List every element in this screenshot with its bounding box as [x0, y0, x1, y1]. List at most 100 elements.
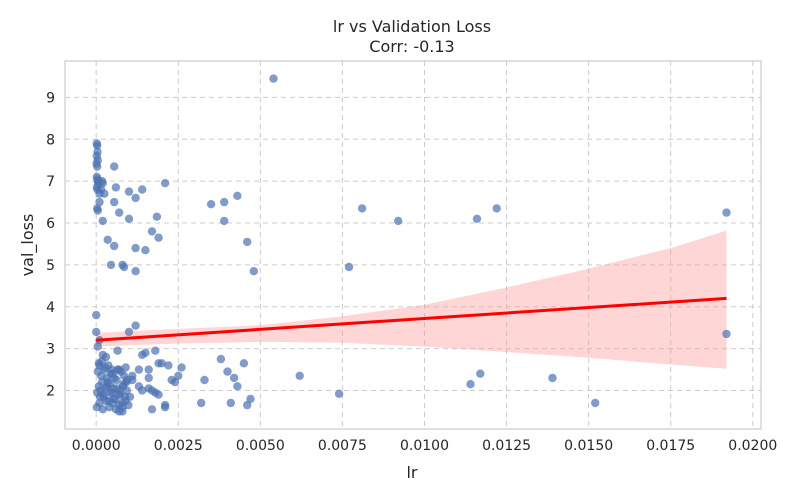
data-point — [131, 267, 140, 276]
data-point — [177, 363, 186, 372]
chart-title: lr vs Validation Loss — [333, 17, 491, 36]
data-point — [243, 400, 252, 410]
data-point — [100, 189, 109, 198]
data-point — [160, 400, 170, 410]
data-point — [246, 394, 255, 404]
data-point — [110, 241, 119, 251]
data-point — [164, 361, 173, 370]
data-point — [97, 357, 107, 366]
data-point — [131, 243, 140, 253]
data-point — [249, 267, 258, 276]
data-point — [93, 342, 103, 351]
data-point — [124, 187, 134, 196]
data-point — [160, 179, 170, 188]
y-tick-label: 9 — [46, 90, 55, 106]
data-point — [131, 321, 140, 330]
data-point — [111, 183, 121, 192]
data-point — [394, 216, 403, 226]
data-point — [113, 346, 122, 355]
data-point — [131, 193, 140, 203]
data-point — [138, 185, 147, 194]
x-tick-label: 0.0150 — [564, 438, 613, 454]
data-point — [93, 204, 102, 213]
data-point — [548, 373, 557, 383]
data-point — [119, 380, 128, 389]
data-point — [97, 177, 107, 186]
data-point — [141, 246, 150, 255]
data-point — [95, 197, 104, 207]
data-point — [220, 216, 229, 226]
data-point — [138, 350, 147, 360]
data-point — [92, 327, 101, 337]
data-point — [223, 367, 232, 376]
x-tick-label: 0.0100 — [400, 438, 449, 454]
data-point — [116, 390, 125, 399]
data-point — [233, 382, 242, 391]
data-point — [334, 389, 344, 398]
data-point — [154, 390, 163, 399]
y-tick-label: 5 — [46, 258, 55, 274]
x-tick-label: 0.0025 — [154, 438, 203, 454]
data-point — [154, 359, 163, 368]
data-point — [492, 204, 501, 213]
data-point — [124, 214, 134, 223]
data-point — [107, 365, 116, 374]
data-point — [151, 346, 160, 355]
x-tick-label: 0.0175 — [646, 438, 695, 454]
data-point — [152, 212, 162, 221]
data-point — [95, 398, 104, 408]
data-point — [154, 233, 163, 242]
data-point — [226, 398, 235, 408]
data-point — [197, 398, 206, 408]
data-point — [239, 359, 249, 368]
y-tick-label: 3 — [46, 342, 55, 358]
data-point — [144, 365, 153, 374]
data-point — [122, 386, 131, 395]
data-point — [134, 365, 144, 374]
data-point — [174, 371, 183, 380]
data-point — [344, 262, 354, 272]
data-point — [106, 388, 115, 397]
data-point — [591, 398, 600, 408]
data-point — [96, 371, 106, 380]
y-tick-label: 8 — [46, 132, 55, 148]
data-point — [118, 403, 127, 412]
data-point — [138, 386, 147, 395]
data-point — [144, 373, 153, 383]
x-tick-label: 0.0200 — [728, 438, 777, 454]
data-point — [357, 204, 367, 213]
chart-subtitle: Corr: -0.13 — [369, 37, 454, 56]
y-axis-label: val_loss — [18, 214, 38, 277]
data-point — [93, 141, 102, 150]
y-tick-label: 4 — [46, 300, 55, 316]
x-axis-label: lr — [406, 463, 417, 482]
data-point — [269, 74, 278, 83]
data-point — [229, 373, 239, 383]
data-point — [124, 327, 134, 337]
data-point — [206, 200, 216, 209]
data-point — [110, 197, 119, 207]
data-point — [106, 260, 116, 270]
data-point — [216, 354, 226, 364]
data-point — [128, 375, 137, 385]
data-point — [99, 392, 108, 401]
data-point — [103, 235, 112, 244]
data-point — [243, 237, 252, 247]
data-point — [110, 373, 119, 383]
data-point — [200, 375, 209, 385]
y-tick-label: 6 — [46, 216, 55, 232]
data-point — [119, 262, 129, 272]
data-point — [220, 197, 229, 207]
data-point — [115, 208, 124, 217]
data-point — [147, 227, 157, 236]
x-tick-label: 0.0000 — [72, 438, 121, 454]
data-point — [93, 162, 102, 171]
data-point — [233, 191, 242, 200]
regression-line — [96, 296, 727, 342]
tick-labels: 0.0000 0.0025 0.0050 0.0075 0.0100 0.0125 0.01… — [46, 90, 777, 454]
data-point — [295, 371, 304, 380]
confidence-band — [96, 230, 727, 369]
plot-frame — [64, 60, 762, 430]
data-point — [98, 405, 108, 414]
